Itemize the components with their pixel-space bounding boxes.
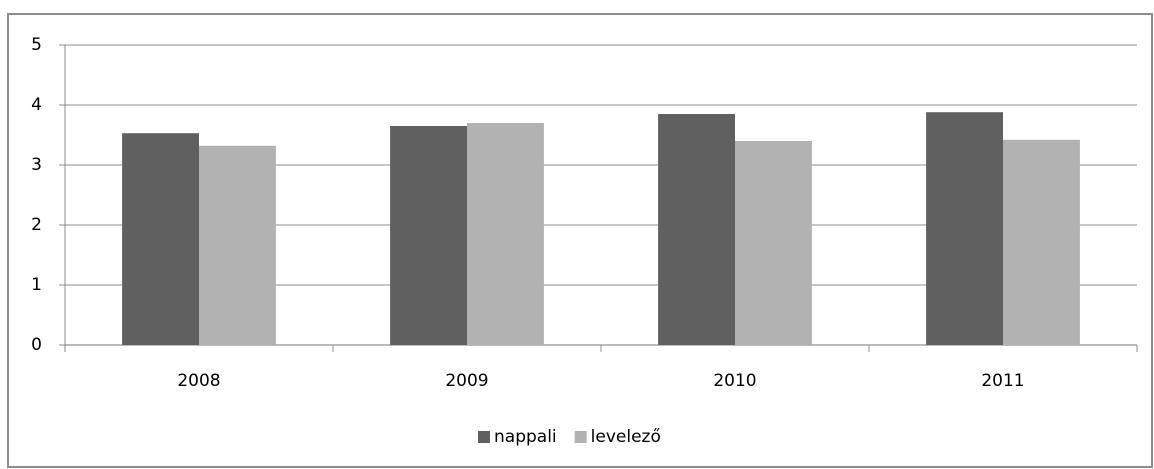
y-tick-label: 4 <box>31 95 42 115</box>
bar <box>735 141 812 345</box>
bar <box>199 145 276 345</box>
legend-swatch <box>478 431 490 443</box>
y-tick-label: 3 <box>31 155 42 175</box>
bar <box>467 123 544 345</box>
y-tick-label: 2 <box>31 215 42 235</box>
legend-label: levelező <box>591 427 661 447</box>
y-tick-label: 0 <box>31 335 42 355</box>
bar <box>1003 139 1080 345</box>
bar <box>658 114 735 345</box>
y-tick-label: 5 <box>31 35 42 55</box>
legend-swatch <box>574 431 587 443</box>
y-tick-label: 1 <box>31 275 42 295</box>
bar <box>926 112 1003 345</box>
x-tick-label: 2008 <box>177 371 220 391</box>
x-tick-label: 2011 <box>981 371 1024 391</box>
bar <box>122 133 199 345</box>
legend-label: nappali <box>494 427 557 447</box>
x-tick-label: 2010 <box>713 371 756 391</box>
x-tick-label: 2009 <box>445 371 488 391</box>
bar <box>390 126 467 345</box>
